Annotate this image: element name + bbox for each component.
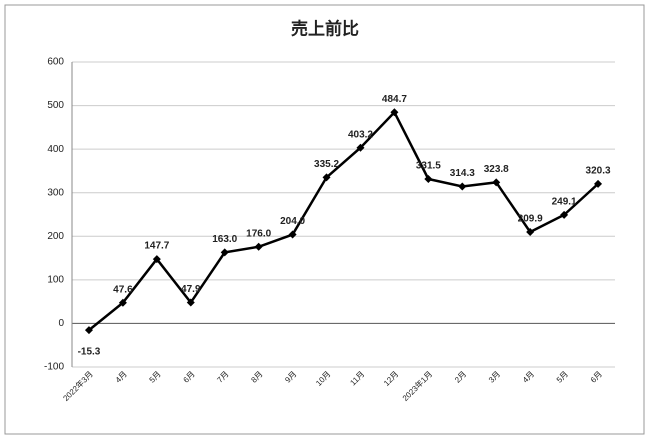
marker [118, 298, 127, 307]
marker [424, 174, 433, 183]
value-label: -15.3 [78, 347, 101, 358]
marker [84, 326, 93, 335]
marker [220, 248, 229, 257]
y-tick-label: 100 [47, 274, 64, 285]
value-label: 314.3 [450, 168, 475, 179]
y-tick-label: 500 [47, 100, 64, 111]
marker [322, 173, 331, 182]
value-label: 323.8 [484, 164, 509, 175]
line [88, 110, 599, 332]
y-tick-label: 400 [47, 144, 64, 155]
value-label: 204.0 [280, 216, 305, 227]
marker [288, 230, 297, 239]
marker [152, 255, 161, 264]
value-label: 209.9 [518, 214, 543, 225]
marker [254, 242, 263, 251]
y-tick-label: 600 [47, 57, 64, 68]
marker [390, 108, 399, 117]
value-label: 403.2 [348, 129, 373, 140]
marker [356, 143, 365, 152]
value-label: 47.9 [181, 284, 201, 295]
y-tick-label: 200 [47, 231, 64, 242]
marker [492, 178, 501, 187]
chart-frame [4, 4, 645, 435]
value-label: 484.7 [382, 94, 407, 105]
value-label: 335.2 [314, 159, 339, 170]
value-label: 331.5 [416, 161, 441, 172]
value-label: 176.0 [246, 228, 271, 239]
chart-title: 売上前比 [291, 18, 359, 38]
y-tick-label: 300 [47, 187, 64, 198]
marker [560, 210, 569, 219]
value-label: 249.1 [552, 197, 577, 208]
value-label: 147.7 [144, 241, 169, 252]
value-label: 163.0 [212, 234, 237, 245]
y-tick-label: -100 [44, 362, 64, 373]
marker [526, 227, 535, 236]
value-label: 47.6 [113, 284, 133, 295]
marker [186, 298, 195, 307]
marker [458, 182, 467, 191]
value-label: 320.3 [586, 166, 611, 177]
marker [594, 179, 603, 188]
y-tick-label: 0 [58, 318, 64, 329]
